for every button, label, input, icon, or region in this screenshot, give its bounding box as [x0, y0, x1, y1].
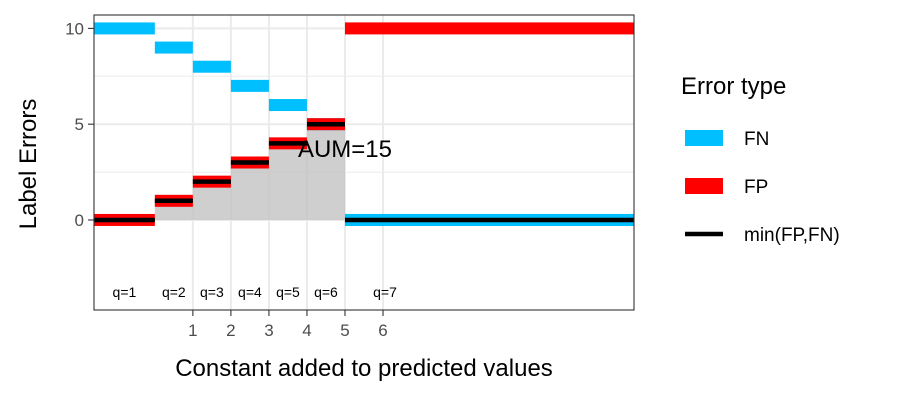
q-label: q=4	[238, 284, 262, 300]
aum-area-segment	[192, 181, 231, 220]
x-tick-label: 5	[340, 321, 349, 340]
q-label: q=3	[200, 284, 224, 300]
x-tick-label: 6	[378, 321, 387, 340]
x-tick-label: 3	[264, 321, 273, 340]
fn-band	[94, 22, 155, 35]
q-label: q=7	[373, 284, 397, 300]
x-tick-label: 4	[302, 321, 311, 340]
x-tick-label: 1	[188, 321, 197, 340]
q-label: q=1	[113, 284, 137, 300]
legend-label: min(FP,FN)	[744, 225, 840, 246]
legend-label: FP	[744, 177, 768, 198]
q-label: q=6	[314, 284, 338, 300]
y-tick-label: 5	[75, 115, 84, 134]
legend-key-fn	[685, 130, 723, 146]
aum-area-segment	[230, 162, 269, 220]
legend-entries: FN FP min(FP,FN)	[685, 129, 840, 246]
axis-ticks: 1 2 3 4 5 6 0 5 10	[65, 19, 388, 340]
fp-band	[344, 22, 634, 35]
x-tick-label: 2	[226, 321, 235, 340]
aum-area	[154, 124, 345, 220]
fn-band	[268, 99, 307, 112]
panel-border	[93, 14, 635, 311]
y-axis-title: Label Errors	[15, 99, 42, 230]
aum-area-segment	[306, 124, 345, 220]
fn-band	[192, 60, 231, 73]
legend-key-fp	[685, 178, 723, 194]
q-labels: q=1 q=2 q=3 q=4 q=5 q=6 q=7	[113, 284, 398, 300]
q-label: q=2	[162, 284, 186, 300]
legend-title: Error type	[681, 73, 786, 100]
aum-area-segment	[268, 143, 307, 220]
aum-annotation: AUM=15	[298, 136, 392, 163]
y-tick-label: 0	[75, 211, 84, 230]
q-label: q=5	[276, 284, 300, 300]
legend-label: FN	[744, 129, 769, 150]
fn-band	[154, 41, 193, 54]
x-axis-title: Constant added to predicted values	[175, 355, 553, 382]
legend: Error type FN FP min(FP,FN)	[681, 73, 840, 246]
min-segments	[94, 121, 634, 223]
fn-band	[230, 79, 269, 92]
y-tick-label: 10	[65, 19, 84, 38]
